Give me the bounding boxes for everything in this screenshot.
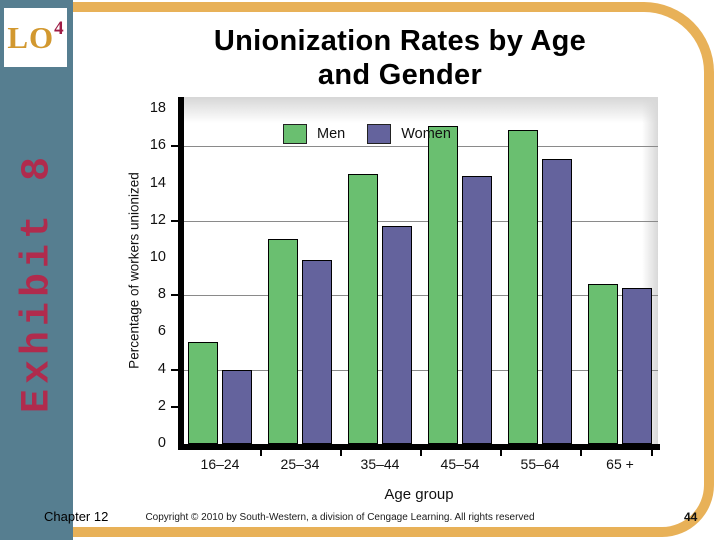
bar-women-16–24 (222, 370, 252, 444)
legend-label-men: Men (317, 126, 346, 142)
y-tick-label-4: 4 (157, 360, 166, 377)
y-tick-label-12: 12 (149, 211, 166, 228)
slide-page-number: 44 (684, 510, 698, 524)
footer-chapter: Chapter 12 (44, 509, 109, 524)
gridline-4 (178, 369, 658, 371)
slide-title-line1: Unionization Rates by Age (213, 25, 587, 57)
legend-item-men: Men (283, 124, 345, 144)
x-tick-2 (420, 450, 422, 456)
bar-women-55–64 (542, 159, 572, 444)
bar-women-25–34 (302, 260, 332, 444)
sidebar-strip (0, 0, 73, 540)
x-tick-4 (580, 450, 582, 456)
plot-top-gradient (178, 97, 658, 123)
x-category-45–54: 45–54 (440, 456, 480, 472)
x-axis-line (178, 444, 660, 450)
x-tick-1 (340, 450, 342, 456)
plot-area: Men Women (178, 97, 658, 444)
bar-men-55–64 (508, 130, 538, 444)
y-tick-8 (171, 294, 179, 297)
x-tick-5 (651, 450, 653, 456)
footer-copyright: Copyright © 2010 by South-Western, a div… (145, 512, 535, 523)
gridline-16 (178, 146, 658, 148)
slide-title: Unionization Rates by Age and Gender (130, 24, 670, 92)
x-axis-title: Age group (384, 486, 454, 503)
legend-label-women: Women (401, 126, 451, 142)
lo-badge-text: LO (7, 19, 55, 55)
bar-men-45–54 (428, 126, 458, 444)
bar-men-16–24 (188, 342, 218, 444)
x-category-16–24: 16–24 (200, 456, 240, 472)
y-tick-label-14: 14 (149, 174, 166, 191)
chart-legend: Men Women (283, 124, 451, 144)
bar-men-35–44 (348, 174, 378, 444)
y-tick-2 (171, 405, 179, 408)
y-tick-label-16: 16 (149, 137, 166, 154)
legend-item-women: Women (367, 124, 451, 144)
bar-women-65 + (622, 288, 652, 444)
gridline-8 (178, 295, 658, 297)
bar-women-45–54 (462, 176, 492, 444)
lo-badge-superscript: 4 (54, 17, 64, 39)
y-axis-line (178, 97, 184, 450)
bar-men-65 + (588, 284, 618, 444)
legend-swatch-men (283, 124, 307, 144)
legend-swatch-women (367, 124, 392, 144)
bar-men-25–34 (268, 239, 298, 444)
y-tick-16 (171, 145, 179, 148)
bar-women-35–44 (382, 226, 412, 444)
y-tick-label-10: 10 (149, 249, 166, 265)
x-category-55–64: 55–64 (520, 456, 560, 472)
bar-chart: Percentage of workers unionized 0 2 4 6 8 10 1… (118, 90, 678, 510)
y-tick-label-2: 2 (157, 397, 166, 414)
y-tick-label-8: 8 (157, 286, 166, 303)
y-tick-4 (171, 368, 179, 371)
y-tick-label-6: 6 (157, 323, 166, 340)
x-tick-3 (500, 450, 502, 456)
y-tick-label-18: 18 (149, 100, 166, 117)
x-category-65 +: 65 + (606, 456, 634, 472)
learning-objective-badge: LO 4 (4, 8, 67, 67)
y-tick-label-0: 0 (157, 435, 166, 451)
slide-title-line2: and Gender (317, 59, 483, 91)
x-tick-0 (260, 450, 262, 456)
y-tick-12 (171, 219, 179, 222)
x-category-35–44: 35–44 (360, 456, 400, 472)
x-category-25–34: 25–34 (280, 456, 320, 472)
exhibit-label: Exhibit 8 (15, 151, 61, 414)
gridline-12 (178, 220, 658, 222)
